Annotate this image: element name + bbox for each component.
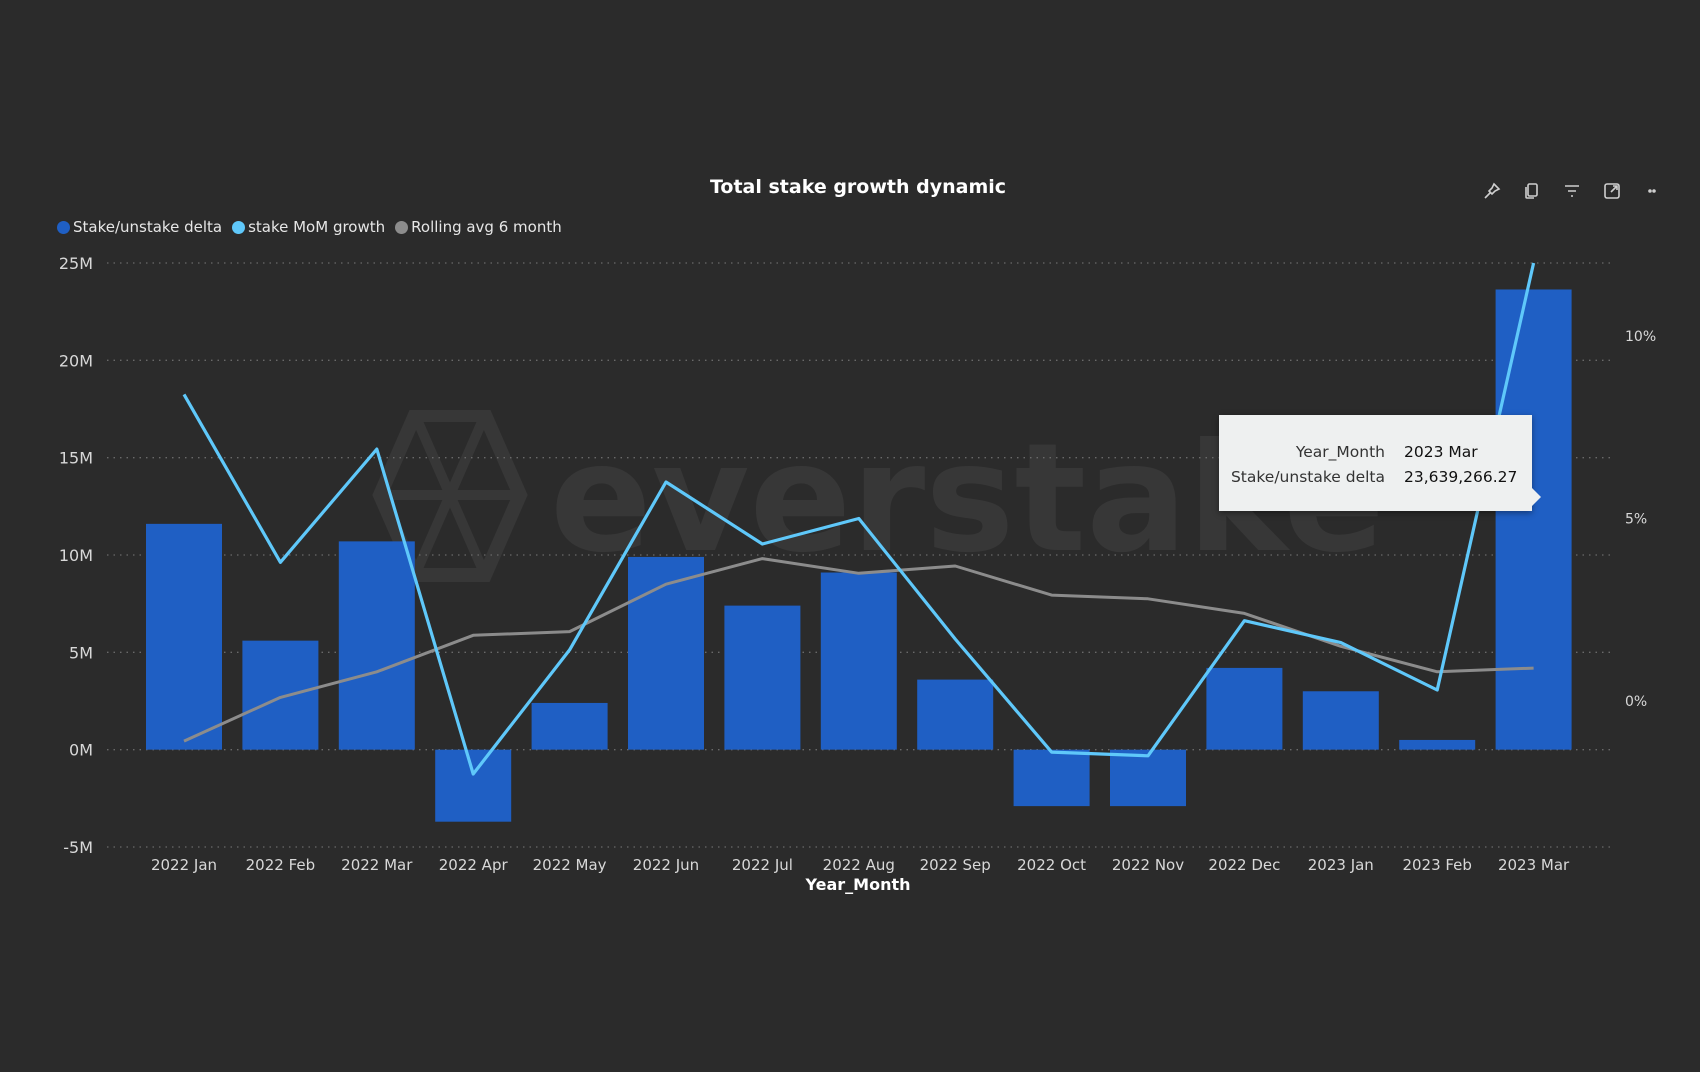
legend-label: Stake/unstake delta <box>73 218 223 236</box>
y-axis-tick-label: 20M <box>59 351 93 370</box>
x-axis-tick-label: 2022 Jun <box>633 856 699 874</box>
x-axis-tick-label: 2022 Jul <box>732 856 793 874</box>
y-axis-tick-label: 15M <box>59 449 93 468</box>
bar <box>1302 691 1379 750</box>
secondary-y-axis-tick-label: 0% <box>1625 694 1647 710</box>
data-tooltip: Year_Month 2023 Mar Stake/unstake delta … <box>1219 415 1541 511</box>
bar <box>628 556 704 750</box>
tooltip-value: 2023 Mar <box>1404 443 1478 461</box>
more-options-icon[interactable] <box>1640 179 1664 203</box>
legend-label: stake MoM growth <box>248 218 386 236</box>
bar <box>1206 667 1283 750</box>
x-axis-tick-label: 2022 Sep <box>920 856 991 874</box>
y-axis-tick-label: -5M <box>63 838 93 857</box>
x-axis-tick-label: 2022 Nov <box>1112 856 1184 874</box>
tooltip-key: Stake/unstake delta <box>1230 468 1385 486</box>
pin-icon[interactable] <box>1480 179 1504 203</box>
bar <box>724 605 801 750</box>
bar <box>1495 289 1572 750</box>
visual-header-toolbar <box>1480 179 1664 203</box>
bar <box>338 541 415 750</box>
bar <box>242 640 319 750</box>
x-axis-tick-label: 2022 Apr <box>439 856 509 874</box>
bar <box>435 749 512 822</box>
y-axis-tick-label: 5M <box>69 643 93 662</box>
bar <box>917 679 994 750</box>
bar <box>146 523 222 750</box>
x-axis-tick-label: 2022 Oct <box>1017 856 1086 874</box>
bar <box>1013 749 1090 807</box>
legend-item-stake-mom-growth[interactable]: stake MoM growth <box>232 218 385 236</box>
copy-icon[interactable] <box>1520 179 1544 203</box>
secondary-y-axis-tick-label: 10% <box>1625 329 1656 345</box>
x-axis-tick-label: 2022 Jan <box>151 856 217 874</box>
chart-legend: Stake/unstake delta stake MoM growth Rol… <box>57 218 562 236</box>
filter-icon[interactable] <box>1560 179 1584 203</box>
legend-marker <box>395 220 409 234</box>
y-axis-tick-label: 10M <box>59 546 93 565</box>
focus-mode-icon[interactable] <box>1600 179 1624 203</box>
legend-item-rolling-avg-6-month[interactable]: Rolling avg 6 month <box>395 218 562 236</box>
bar <box>820 572 897 750</box>
x-axis-tick-label: 2023 Jan <box>1308 856 1374 874</box>
bar <box>1399 739 1476 750</box>
x-axis-tick-label: 2022 Mar <box>341 856 413 874</box>
x-axis-tick-label: 2022 Dec <box>1208 856 1280 874</box>
tooltip-key: Year_Month <box>1295 443 1385 461</box>
bar <box>1110 749 1186 807</box>
tooltip-value: 23,639,266.27 <box>1404 468 1518 486</box>
x-axis-tick-label: 2022 Aug <box>823 856 895 874</box>
y-axis-tick-label: 25M <box>59 254 93 273</box>
x-axis-title: Year_Month <box>805 875 911 894</box>
series-line <box>182 262 1536 776</box>
y-axis-tick-label: 0M <box>69 741 93 760</box>
secondary-y-axis-tick-label: 5% <box>1625 512 1647 528</box>
x-axis-tick-label: 2023 Mar <box>1498 856 1570 874</box>
legend-label: Rolling avg 6 month <box>411 218 562 236</box>
x-axis-tick-label: 2023 Feb <box>1402 856 1472 874</box>
bar <box>531 702 608 750</box>
legend-item-stake-unstake-delta[interactable]: Stake/unstake delta <box>57 218 222 236</box>
x-axis-tick-label: 2022 May <box>533 856 607 874</box>
legend-marker <box>232 220 246 234</box>
chart-title: Total stake growth dynamic <box>709 176 1007 198</box>
legend-marker <box>57 220 70 234</box>
x-axis-tick-label: 2022 Feb <box>246 856 316 874</box>
